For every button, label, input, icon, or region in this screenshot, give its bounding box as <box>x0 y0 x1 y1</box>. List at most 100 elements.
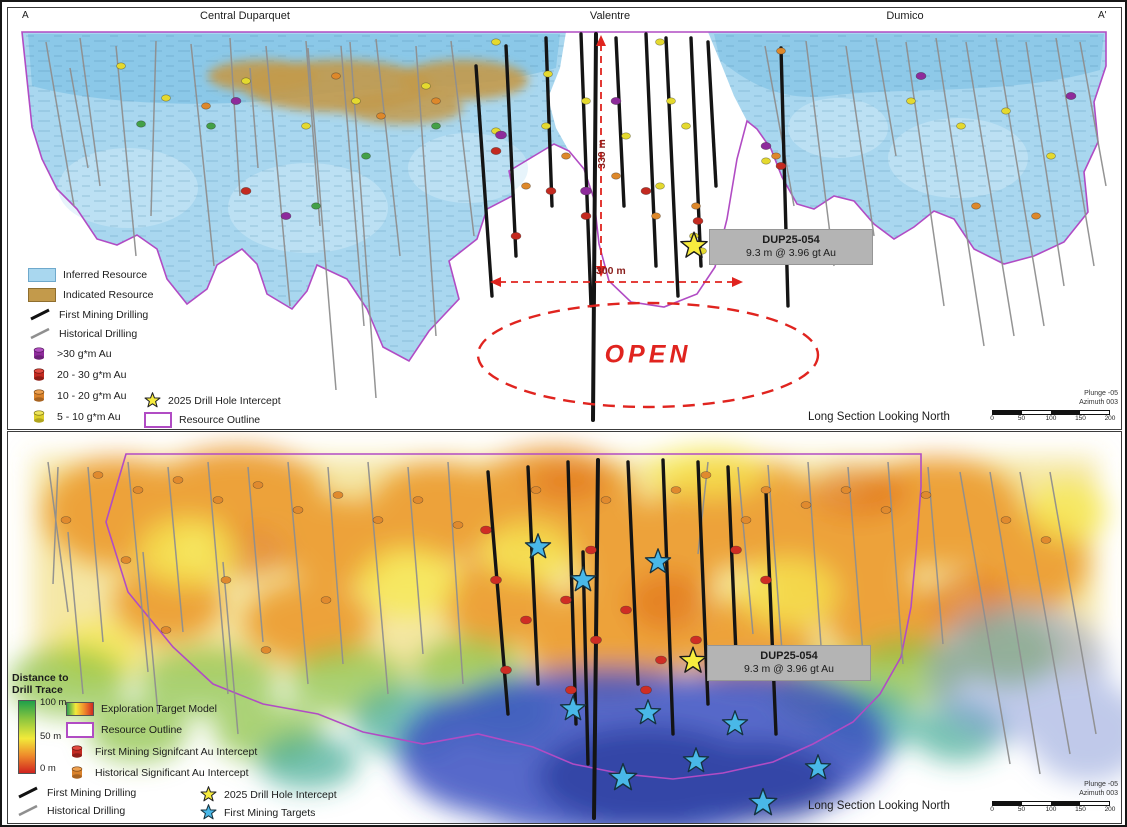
section-orientation-caption: Long Section Looking North <box>808 411 950 423</box>
legend-label: First Mining Targets <box>224 806 316 819</box>
legend-item-grade-10-20: 10 - 20 g*m Au <box>28 388 153 403</box>
scale-bar-ticks: 0 50 100 150 200 <box>990 414 1116 422</box>
legend-label: 5 - 10 g*m Au <box>57 410 121 423</box>
legend-item-historical-drilling: Historical Drilling <box>28 327 153 340</box>
measure-arrow-horizontal <box>490 277 743 287</box>
callout-intercept-value: 9.3 m @ 3.96 gt Au <box>745 247 837 260</box>
legend-item-grade-20-30: 20 - 30 g*m Au <box>28 367 153 382</box>
red-cylinder-icon <box>28 367 50 382</box>
area-label-valentre: Valentre <box>589 10 631 22</box>
legend-label: Resource Outline <box>101 724 183 736</box>
legend-label: 2025 Drill Hole Intercept <box>168 394 281 407</box>
top-section-scene <box>21 31 1107 422</box>
area-label-dumico: Dumico <box>886 10 924 22</box>
callout-intercept-value: 9.3 m @ 3.96 gt Au <box>743 663 835 676</box>
legend-label: Exploration Target Model <box>101 703 217 715</box>
legend-label: Historical Significant Au Intercept <box>95 766 249 779</box>
resource-outline-swatch-icon <box>144 412 172 428</box>
colorbar-title: Distance to Drill Trace <box>12 672 69 697</box>
legend-item-first-mining-intercept: First Mining Signifcant Au Intercept <box>66 744 257 759</box>
plunge-azimuth-label: Plunge -05 Azimuth 003 <box>986 389 1118 408</box>
legend-label: Indicated Resource <box>63 289 154 301</box>
bottom-long-section-panel: DUP25-054 9.3 m @ 3.96 gt Au Distance to… <box>7 431 1122 824</box>
legend-item-inferred-resource: Inferred Resource <box>28 268 153 282</box>
measure-arrow-vertical <box>596 35 606 277</box>
indicated-resource-swatch-icon <box>28 288 56 302</box>
legend-item-historical-intercept: Historical Significant Au Intercept <box>66 765 257 780</box>
scale-bar-segments <box>992 409 1110 415</box>
blue-star-icon <box>200 804 217 821</box>
historical-drill-line-icon <box>16 804 40 817</box>
heat-gradient-swatch-icon <box>66 702 94 716</box>
legend-item-2025-intercept: 2025 Drill Hole Intercept <box>200 786 337 803</box>
yellow-cylinder-icon <box>28 409 50 424</box>
section-endpoint-label-right: A' <box>1098 10 1107 21</box>
legend-label: >30 g*m Au <box>57 347 112 360</box>
resource-outline-swatch-icon <box>66 722 94 738</box>
inferred-resource-swatch-icon <box>28 268 56 282</box>
legend-label: Historical Drilling <box>47 804 126 817</box>
exploration-target-heatmap <box>8 447 1121 823</box>
legend-item-indicated-resource: Indicated Resource <box>28 288 153 302</box>
inferred-resource-region <box>22 32 1106 361</box>
scale-bar-segments <box>992 800 1110 806</box>
legend-label: First Mining Signifcant Au Intercept <box>95 745 258 758</box>
legend-item-resource-outline: Resource Outline <box>66 722 257 738</box>
legend-item-grade-5-10: 5 - 10 g*m Au <box>28 409 153 424</box>
callout-hole-id: DUP25-054 <box>762 234 820 246</box>
plunge-label: Plunge -05 <box>1084 781 1118 788</box>
measure-label-330m: 330 m <box>596 139 608 169</box>
azimuth-label: Azimuth 003 <box>1079 399 1118 407</box>
historical-drill-traces <box>47 461 1097 775</box>
scale-bar: Plunge -05 Azimuth 003 0 50 100 150 200 <box>986 780 1118 815</box>
legend-label: First Mining Drilling <box>47 786 137 799</box>
colorbar-tick-0m: 0 m <box>40 763 56 774</box>
distance-colorbar <box>18 700 36 774</box>
red-cylinder-icon <box>66 744 88 759</box>
legend-item-historical-drilling: Historical Drilling <box>16 804 125 817</box>
orange-cylinder-icon <box>66 765 88 780</box>
legend-item-2025-intercept: 2025 Drill Hole Intercept <box>144 392 281 409</box>
legend-item-grade-gt30: >30 g*m Au <box>28 346 153 361</box>
drillhole-callout: DUP25-054 9.3 m @ 3.96 gt Au <box>710 230 872 264</box>
top-long-section-panel: A Central Duparquet Valentre Dumico A' 3… <box>7 7 1122 430</box>
top-legend: Inferred Resource Indicated Resource Fir… <box>28 268 153 424</box>
historical-drill-traces <box>45 37 1107 399</box>
yellow-star-icon <box>200 786 217 803</box>
section-endpoint-label-left: A <box>22 10 29 21</box>
colorbar-tick-100m: 100 m <box>40 697 67 708</box>
plunge-azimuth-label: Plunge -05 Azimuth 003 <box>986 780 1118 799</box>
legend-label: 20 - 30 g*m Au <box>57 368 127 381</box>
open-zone-label: OPEN <box>604 340 692 369</box>
area-label-central-duparquet: Central Duparquet <box>200 10 290 22</box>
bottom-legend: Exploration Target Model Resource Outlin… <box>66 702 257 780</box>
bottom-section-scene <box>8 447 1121 823</box>
orange-cylinder-icon <box>28 388 50 403</box>
legend-label: Historical Drilling <box>59 327 138 340</box>
section-orientation-caption: Long Section Looking North <box>808 800 950 812</box>
first-mining-drill-line-icon <box>16 786 40 799</box>
legend-label: Resource Outline <box>179 414 261 426</box>
first-mining-drill-line-icon <box>28 308 52 321</box>
measure-label-300m: 300 m <box>596 265 626 277</box>
legend-item-first-mining-drilling: First Mining Drilling <box>16 786 136 799</box>
callout-hole-id: DUP25-054 <box>760 650 818 662</box>
legend-label: 2025 Drill Hole Intercept <box>224 788 337 801</box>
legend-item-resource-outline: Resource Outline <box>144 412 260 428</box>
legend-label: First Mining Drilling <box>59 308 149 321</box>
historical-drill-line-icon <box>28 327 52 340</box>
drillhole-callout: DUP25-054 9.3 m @ 3.96 gt Au <box>708 646 870 680</box>
legend-label: 10 - 20 g*m Au <box>57 389 127 402</box>
scale-bar: Plunge -05 Azimuth 003 0 50 100 150 200 <box>986 389 1118 424</box>
scale-bar-ticks: 0 50 100 150 200 <box>990 805 1116 813</box>
au-intercept-markers <box>60 471 1052 695</box>
first-mining-drill-traces <box>474 32 790 422</box>
legend-label: Inferred Resource <box>63 269 148 281</box>
legend-item-first-mining-targets: First Mining Targets <box>200 804 315 821</box>
resource-outline-trace <box>21 31 1107 363</box>
yellow-star-icon <box>144 392 161 409</box>
colorbar-tick-50m: 50 m <box>40 731 62 742</box>
purple-cylinder-icon <box>28 346 50 361</box>
legend-item-first-mining-drilling: First Mining Drilling <box>28 308 153 321</box>
